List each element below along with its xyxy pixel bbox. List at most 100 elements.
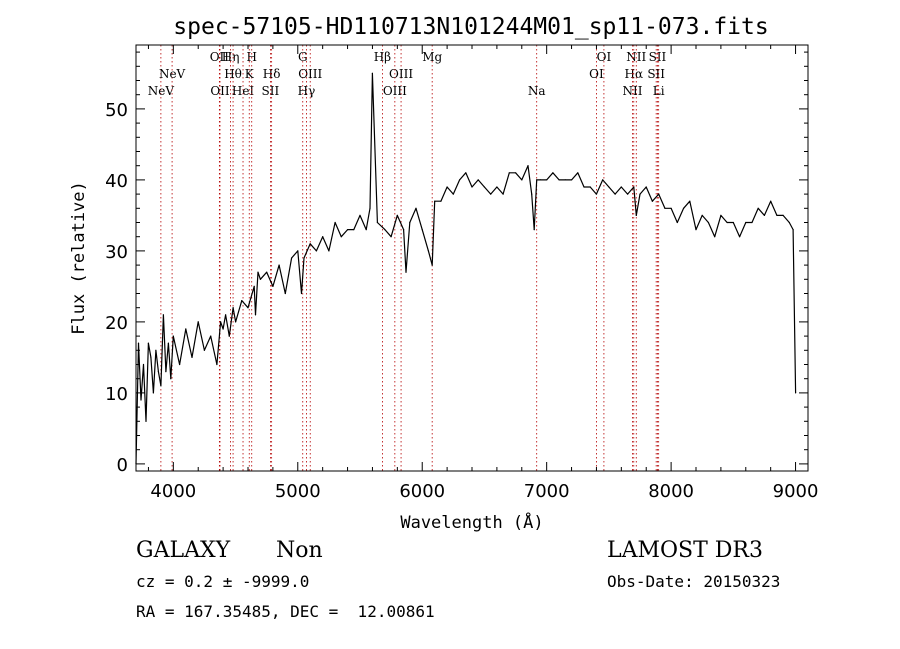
spectrum-point bbox=[220, 321, 222, 323]
spectrum-point bbox=[228, 335, 230, 337]
line-marker-label: Hδ bbox=[263, 67, 281, 81]
spectrum-point bbox=[415, 207, 417, 209]
x-tick-label: 5000 bbox=[275, 481, 321, 502]
spectrum-point bbox=[403, 229, 405, 231]
spectrum-point bbox=[179, 363, 181, 366]
y-tick-label: 20 bbox=[105, 313, 128, 334]
spectrum-point bbox=[369, 207, 371, 209]
spectrum-point bbox=[720, 214, 722, 216]
spectrum-point bbox=[278, 264, 280, 266]
spectrum-point bbox=[633, 186, 635, 188]
spectrum-point bbox=[225, 314, 227, 316]
line-marker-label: OIII bbox=[383, 84, 407, 98]
spectrum-point bbox=[533, 229, 535, 231]
spectrum-point bbox=[552, 172, 554, 174]
spectrum-point bbox=[197, 321, 199, 323]
y-axis-label: Flux (relative) bbox=[69, 181, 89, 335]
spectrum-point bbox=[152, 392, 154, 394]
spectrum-point bbox=[421, 229, 423, 231]
spectrum-point bbox=[165, 371, 167, 373]
spectrum-point bbox=[210, 335, 212, 337]
spectrum-point bbox=[303, 257, 305, 259]
spectrum-point bbox=[483, 186, 485, 188]
spectrum-point bbox=[508, 172, 510, 174]
spectrum-point bbox=[788, 221, 790, 224]
spectrum-point bbox=[140, 399, 142, 401]
spectrum-point bbox=[191, 356, 193, 358]
spectrum-point bbox=[309, 243, 311, 245]
spectrum-point bbox=[172, 335, 174, 337]
spectrum-point bbox=[137, 342, 140, 344]
line-marker-label: OIII bbox=[389, 67, 413, 81]
spectrum-point bbox=[452, 193, 454, 195]
x-tick-label: 9000 bbox=[773, 481, 819, 502]
line-marker-label: SII bbox=[647, 67, 665, 81]
spectrum-point bbox=[353, 229, 355, 231]
spectrum-point bbox=[145, 420, 147, 422]
line-marker-label: G bbox=[298, 50, 308, 64]
spectrum-point bbox=[707, 221, 710, 224]
spectrum-point bbox=[266, 271, 268, 273]
spectrum-point bbox=[334, 221, 336, 224]
spectrum-point bbox=[150, 356, 152, 358]
spectrum-point bbox=[782, 214, 784, 216]
line-marker-label: SII bbox=[262, 84, 280, 98]
line-marker-label: OII bbox=[210, 50, 230, 64]
spectrum-point bbox=[695, 229, 697, 231]
spectrum-point bbox=[203, 349, 205, 351]
y-tick-label: 50 bbox=[105, 100, 128, 121]
line-marker-label: NII bbox=[623, 84, 643, 98]
spectrum-point bbox=[614, 193, 616, 195]
spectrum-point bbox=[167, 342, 169, 344]
line-marker-label: Li bbox=[653, 84, 665, 98]
object-subclass: Non bbox=[276, 538, 323, 563]
spectrum-point bbox=[235, 321, 237, 323]
line-marker-label: Mg bbox=[422, 50, 442, 64]
line-marker-label: NII bbox=[626, 50, 646, 64]
spectrum-point bbox=[620, 186, 622, 188]
spectrum-point bbox=[639, 193, 641, 195]
spectrum-point bbox=[558, 179, 560, 181]
spectrum-point bbox=[527, 165, 529, 167]
spectrum-point bbox=[583, 186, 585, 188]
spectrum-point bbox=[689, 200, 691, 202]
spectrum-point bbox=[222, 328, 224, 330]
spectrum-point bbox=[396, 214, 398, 216]
spectrum-point bbox=[496, 186, 498, 188]
spectrum-point bbox=[471, 186, 473, 188]
spectrum-point bbox=[160, 385, 162, 387]
spectrum-point bbox=[247, 307, 249, 309]
spectrum-point bbox=[676, 221, 678, 224]
x-tick-label: 4000 bbox=[150, 481, 196, 502]
x-tick-label: 8000 bbox=[648, 481, 694, 502]
spectrum-point bbox=[664, 207, 666, 209]
spectrum-point bbox=[216, 363, 218, 366]
line-marker-label: OII bbox=[210, 84, 230, 98]
spectrum-point bbox=[651, 200, 654, 202]
y-tick-label: 10 bbox=[105, 384, 128, 405]
line-marker-label: OI bbox=[597, 50, 612, 64]
spectrum-series bbox=[135, 72, 797, 465]
spectrum-point bbox=[683, 207, 685, 209]
line-marker-label: NeV bbox=[148, 84, 175, 98]
spectrum-point bbox=[376, 221, 378, 224]
spectrum-point bbox=[521, 179, 523, 181]
line-marker-label: NeV bbox=[159, 67, 186, 81]
spectrum-point bbox=[347, 229, 349, 231]
spectrum-point bbox=[405, 271, 407, 273]
spectrum-point bbox=[371, 72, 373, 74]
spectrum-point bbox=[515, 172, 517, 174]
line-marker-label: HeI bbox=[232, 84, 255, 98]
spectrum-point bbox=[571, 179, 573, 181]
spectrum-point bbox=[142, 363, 145, 366]
spectrum-point bbox=[185, 328, 187, 330]
spectrum-point bbox=[253, 285, 255, 287]
spectrum-point bbox=[328, 250, 330, 252]
spectrum-point bbox=[546, 179, 548, 181]
y-tick-label: 30 bbox=[105, 242, 128, 263]
spectrum-point bbox=[701, 214, 703, 216]
spectrum-point bbox=[670, 207, 672, 209]
survey-name: LAMOST DR3 bbox=[607, 538, 763, 563]
spectrum-point bbox=[635, 214, 637, 216]
line-marker-label: OIII bbox=[298, 67, 322, 81]
